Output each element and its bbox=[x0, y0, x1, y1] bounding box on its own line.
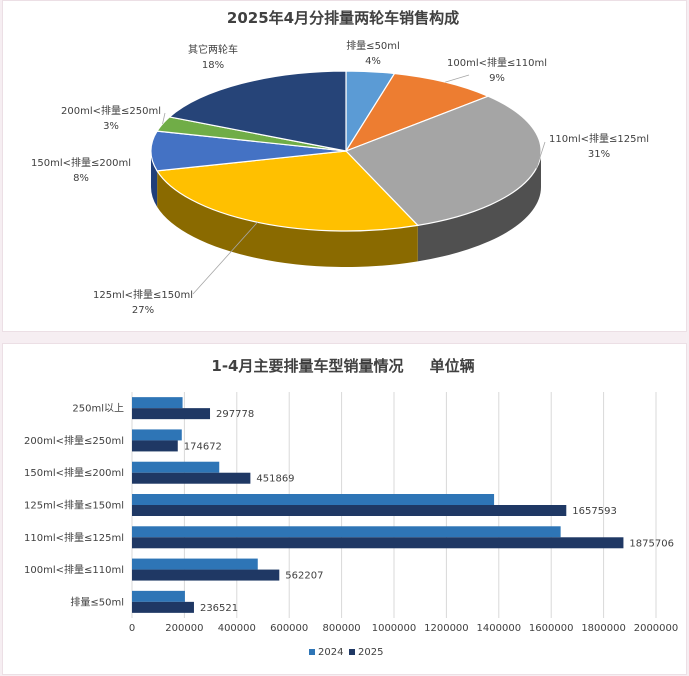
bar-2024-0 bbox=[132, 397, 183, 409]
pie-leader-3 bbox=[192, 222, 258, 295]
bar-2024-1 bbox=[132, 429, 182, 441]
category-label-4: 110ml<排量≤125ml bbox=[24, 531, 124, 544]
pie-percent-1: 9% bbox=[489, 73, 505, 84]
category-label-0: 250ml以上 bbox=[72, 403, 124, 415]
x-tick-label-8: 1600000 bbox=[529, 623, 574, 634]
pie-slice-2 bbox=[344, 95, 542, 227]
bar-2025-0 bbox=[132, 408, 211, 420]
pie-leader-1 bbox=[445, 74, 470, 83]
bar-2025-4 bbox=[132, 537, 624, 549]
bar-2025-3 bbox=[132, 505, 567, 516]
bar-chart: 1-4月主要排量车型销量情况 单位辆 250ml以上 200ml<排量≤250ml… bbox=[24, 357, 679, 658]
category-label-3: 125ml<排量≤150ml bbox=[24, 499, 124, 512]
pie-label-3: 125ml<排量≤150ml bbox=[93, 288, 193, 301]
pie-chart-title: 2025年4月分排量两轮车销售构成 bbox=[227, 9, 459, 27]
pie-label-1: 100ml<排量≤110ml bbox=[447, 56, 547, 69]
x-tick-label-0: 0 bbox=[129, 623, 135, 634]
pie-label-4: 150ml<排量≤200ml bbox=[31, 156, 131, 169]
x-tick-label-4: 800000 bbox=[323, 623, 361, 634]
pie-percent-6: 18% bbox=[202, 60, 224, 71]
bar-chart-title: 1-4月主要排量车型销量情况 单位辆 bbox=[211, 357, 474, 375]
data-label-1: 174672 bbox=[184, 441, 222, 452]
pie-slice-6 bbox=[168, 70, 347, 152]
legend-label-2024: 2024 bbox=[318, 647, 343, 658]
x-tick-label-6: 1200000 bbox=[424, 623, 469, 634]
pie-slice-4 bbox=[150, 130, 347, 172]
category-label-2: 150ml<排量≤200ml bbox=[24, 466, 124, 479]
legend-label-2025: 2025 bbox=[358, 647, 383, 658]
pie-side-4 bbox=[151, 151, 158, 207]
pie-percent-4: 8% bbox=[73, 173, 89, 184]
pie-label-6: 其它两轮车 bbox=[188, 43, 238, 56]
bar-chart-panel: 1-4月主要排量车型销量情况 单位辆 250ml以上 200ml<排量≤250ml… bbox=[2, 343, 687, 675]
pie-chart: 2025年4月分排量两轮车销售构成 排量≤50ml 4% 100ml<排量≤110m… bbox=[31, 9, 649, 316]
x-tick-label-2: 400000 bbox=[218, 623, 256, 634]
pie-label-2: 110ml<排量≤125ml bbox=[549, 132, 649, 145]
category-label-5: 100ml<排量≤110ml bbox=[24, 563, 124, 576]
legend-swatch-2024 bbox=[309, 649, 315, 655]
pie-leader-2 bbox=[535, 141, 546, 169]
data-label-2: 451869 bbox=[256, 474, 294, 485]
bar-2025-6 bbox=[132, 601, 194, 613]
bar-2024-3 bbox=[132, 494, 495, 505]
category-label-6: 排量≤50ml bbox=[70, 595, 124, 608]
pie-percent-3: 27% bbox=[132, 305, 154, 316]
x-tick-label-10: 2000000 bbox=[634, 623, 679, 634]
bar-2024-5 bbox=[132, 558, 258, 570]
pie-percent-2: 31% bbox=[588, 149, 610, 160]
data-label-6: 236521 bbox=[200, 603, 238, 614]
pie-slice-3 bbox=[156, 150, 420, 232]
data-label-4: 1875706 bbox=[629, 538, 674, 549]
bar-2024-6 bbox=[132, 590, 185, 602]
x-tick-label-3: 600000 bbox=[270, 623, 308, 634]
pie-side-2 bbox=[417, 151, 541, 262]
x-tick-label-5: 1000000 bbox=[372, 623, 417, 634]
legend-swatch-2025 bbox=[349, 649, 355, 655]
pie-label-0: 排量≤50ml bbox=[346, 39, 400, 52]
bar-2025-2 bbox=[132, 472, 251, 484]
x-tick-label-9: 1800000 bbox=[581, 623, 626, 634]
bar-2024-4 bbox=[132, 526, 561, 538]
bar-2025-1 bbox=[132, 440, 178, 452]
pie-percent-5: 3% bbox=[103, 121, 119, 132]
data-label-5: 562207 bbox=[285, 571, 323, 582]
data-label-3: 1657593 bbox=[572, 506, 617, 517]
pie-percent-0: 4% bbox=[365, 56, 381, 67]
x-tick-label-7: 1400000 bbox=[477, 623, 522, 634]
x-tick-label-1: 200000 bbox=[165, 623, 203, 634]
pie-leader-5 bbox=[162, 112, 166, 124]
bar-2025-5 bbox=[132, 569, 280, 581]
pie-side-3 bbox=[157, 170, 418, 267]
category-label-1: 200ml<排量≤250ml bbox=[24, 434, 124, 447]
data-label-0: 297778 bbox=[216, 409, 254, 420]
bar-2024-2 bbox=[132, 461, 220, 473]
pie-label-5: 200ml<排量≤250ml bbox=[61, 104, 161, 117]
pie-chart-panel: 2025年4月分排量两轮车销售构成 排量≤50ml 4% 100ml<排量≤110m… bbox=[2, 0, 687, 332]
